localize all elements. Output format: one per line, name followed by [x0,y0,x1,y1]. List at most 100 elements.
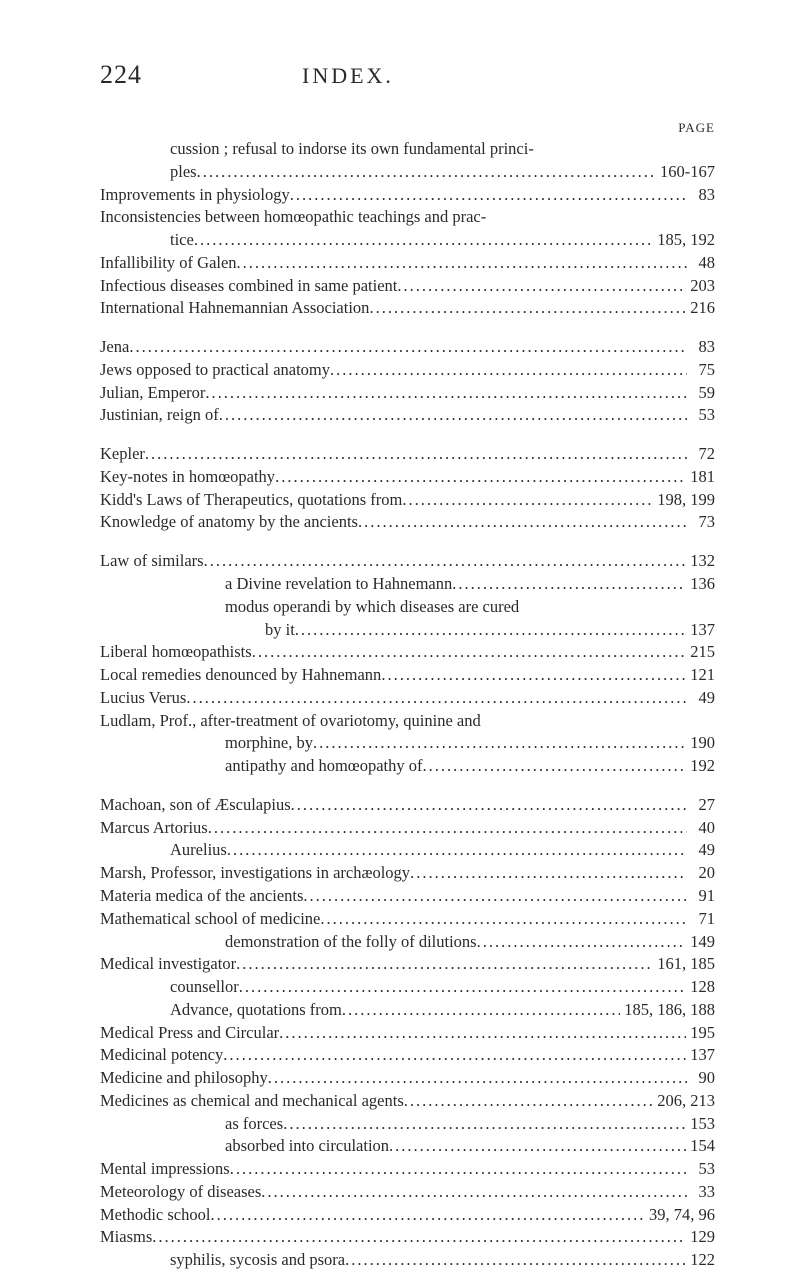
entry-text: Marcus Artorius [100,817,208,840]
page-ref: 161, 185 [653,953,715,976]
index-entry: Lucius Verus 49 [100,687,715,710]
leader-dots [452,573,686,596]
index-entry: tice185, 192 [100,229,715,252]
entry-text: Kepler [100,443,145,466]
index-title: INDEX. [302,63,394,89]
page-column-label: PAGE [100,120,715,136]
leader-dots [389,1135,686,1158]
leader-dots [320,908,687,931]
page-ref: 128 [686,976,715,999]
page-ref: 136 [686,573,715,596]
page-ref: 49 [687,839,715,862]
page-ref: 149 [686,931,715,954]
index-entries: cussion ; refusal to indorse its own fun… [100,138,715,1272]
leader-dots [237,252,687,275]
entry-text: syphilis, sycosis and psora [170,1249,345,1272]
page-ref: 48 [687,252,715,275]
entry-text: Mental impressions [100,1158,230,1181]
entry-text: Lucius Verus [100,687,186,710]
entry-text: Inconsistencies between homœopathic teac… [100,206,486,229]
entry-text: antipathy and homœopathy of [225,755,423,778]
page-number: 224 [100,60,142,90]
index-entry: Meteorology of diseases 33 [100,1181,715,1204]
entry-text: Methodic school [100,1204,210,1227]
leader-dots [477,931,687,954]
index-entry: Kepler72 [100,443,715,466]
page-ref: 195 [686,1022,715,1045]
index-entry: Improvements in physiology 83 [100,184,715,207]
leader-dots [230,1158,687,1181]
entry-text: Jews opposed to practical anatomy [100,359,330,382]
leader-dots [194,229,653,252]
entry-text: Advance, quotations from [170,999,342,1022]
index-entry: demonstration of the folly of dilutions1… [100,931,715,954]
index-entry: Liberal homœopathists215 [100,641,715,664]
index-entry: Marcus Artorius40 [100,817,715,840]
leader-dots [252,641,687,664]
entry-text: Medicines as chemical and mechanical age… [100,1090,404,1113]
leader-dots [205,382,687,405]
page-ref: 73 [687,511,715,534]
index-entry-wrap: Ludlam, Prof., after-treatment of ovario… [100,710,715,733]
index-entry: Miasms129 [100,1226,715,1249]
page-ref: 181 [686,466,715,489]
leader-dots [268,1067,687,1090]
leader-dots [227,839,687,862]
leader-dots [208,817,687,840]
page-ref: 83 [687,184,715,207]
page-ref: 121 [686,664,715,687]
page-ref: 215 [686,641,715,664]
page-ref: 203 [686,275,715,298]
entry-text: absorbed into circulation [225,1135,389,1158]
page-ref: 49 [687,687,715,710]
index-entry: Aurelius 49 [100,839,715,862]
page-ref: 53 [687,1158,715,1181]
page-ref: 33 [687,1181,715,1204]
leader-dots [330,359,687,382]
entry-text: Key-notes in homœopathy [100,466,275,489]
page-ref: 59 [687,382,715,405]
page-ref: 75 [687,359,715,382]
entry-text: International Hahnemannian Association [100,297,369,320]
entry-text: Improvements in physiology [100,184,290,207]
leader-dots [152,1226,686,1249]
entry-text: Materia medica of the ancients [100,885,303,908]
index-entry: Justinian, reign of53 [100,404,715,427]
index-entry: Advance, quotations from185, 186, 188 [100,999,715,1022]
entry-text: modus operandi by which diseases are cur… [225,596,519,619]
index-entry: antipathy and homœopathy of192 [100,755,715,778]
index-entry: Machoan, son of Æsculapius27 [100,794,715,817]
page-ref: 137 [686,619,715,642]
page-ref: 83 [687,336,715,359]
leader-dots [358,511,687,534]
index-entry: Medicines as chemical and mechanical age… [100,1090,715,1113]
entry-text: Meteorology of diseases [100,1181,261,1204]
entry-text: Julian, Emperor [100,382,205,405]
page-ref: 20 [687,862,715,885]
leader-dots [129,336,687,359]
leader-dots [303,885,687,908]
leader-dots [290,184,687,207]
leader-dots [402,489,653,512]
entry-text: Medicine and philosophy [100,1067,268,1090]
index-entry: Jena83 [100,336,715,359]
index-entry: Infectious diseases combined in same pat… [100,275,715,298]
entry-text: Law of similars [100,550,204,573]
index-entry-wrap: cussion ; refusal to indorse its own fun… [100,138,715,161]
index-entry: Medical Press and Circular195 [100,1022,715,1045]
index-entry: Medicine and philosophy90 [100,1067,715,1090]
page-ref: 129 [686,1226,715,1249]
entry-text: tice [170,229,194,252]
section-gap [100,320,715,336]
index-entry: Mathematical school of medicine71 [100,908,715,931]
leader-dots [239,976,687,999]
leader-dots [236,953,653,976]
leader-dots [381,664,686,687]
index-entry: Key-notes in homœopathy 181 [100,466,715,489]
entry-text: Knowledge of anatomy by the ancients [100,511,358,534]
index-entry: morphine, by190 [100,732,715,755]
entry-text: Aurelius [170,839,227,862]
entry-text: Infallibility of Galen [100,252,237,275]
leader-dots [283,1113,686,1136]
leader-dots [404,1090,654,1113]
